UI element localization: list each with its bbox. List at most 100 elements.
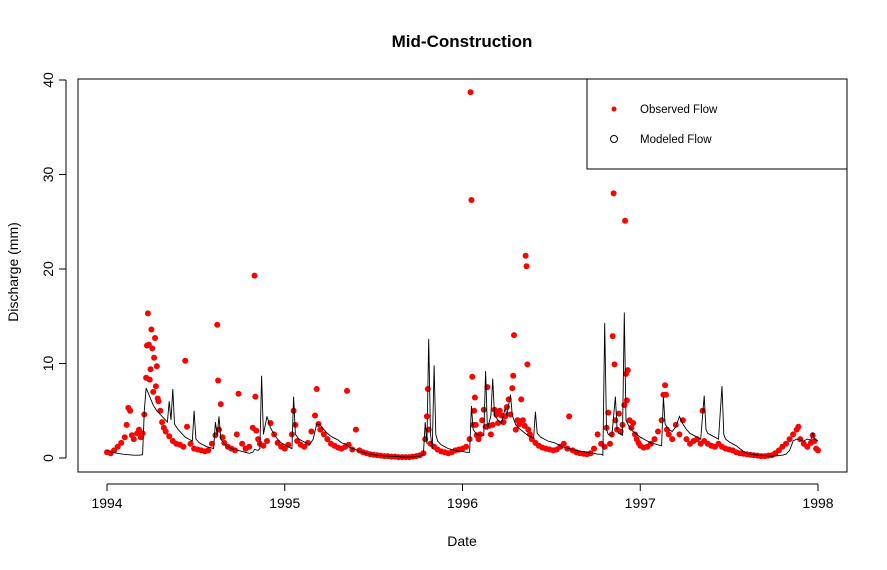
observed-point [345, 441, 352, 448]
observed-point [524, 361, 531, 368]
observed-point [166, 433, 173, 440]
observed-point [288, 431, 295, 438]
observed-point [290, 407, 297, 414]
observed-point [252, 393, 259, 400]
observed-point [564, 445, 571, 452]
legend-observed-marker [611, 106, 617, 112]
y-tick-label: 20 [40, 261, 56, 277]
observed-point [471, 407, 478, 414]
observed-point [294, 438, 301, 444]
observed-point [313, 386, 320, 392]
observed-point [495, 420, 502, 426]
observed-point [352, 426, 359, 433]
observed-point [487, 431, 494, 438]
observed-point [624, 367, 631, 374]
observed-point [114, 443, 121, 450]
y-tick-label: 30 [40, 167, 56, 183]
observed-point [605, 409, 612, 416]
observed-point [662, 382, 669, 389]
plot-area [104, 89, 821, 461]
x-axis: 1994 1995 1996 1997 1998 [91, 483, 834, 511]
observed-point [622, 217, 629, 224]
observed-point [631, 431, 638, 438]
observed-point [469, 373, 476, 380]
observed-point [610, 190, 617, 197]
legend-modeled-marker [610, 135, 618, 143]
observed-point [320, 431, 327, 438]
observed-point [560, 440, 567, 447]
observed-point [516, 421, 523, 427]
x-tick-label: 1995 [269, 495, 300, 511]
y-axis-label: Discharge (mm) [5, 222, 21, 322]
legend-observed-label: Observed Flow [640, 104, 718, 116]
observed-point [611, 361, 618, 368]
observed-point [251, 272, 258, 279]
observed-point [127, 407, 134, 414]
observed-point [162, 428, 169, 435]
observed-point [676, 431, 683, 438]
observed-point [147, 366, 154, 373]
y-tick-label: 40 [40, 72, 56, 88]
observed-point [308, 428, 315, 435]
observed-point [623, 397, 630, 404]
observed-point [246, 443, 253, 450]
observed-point [683, 436, 690, 443]
observed-point [475, 436, 482, 443]
observed-point [152, 335, 158, 341]
observed-point [217, 401, 224, 408]
observed-point [804, 443, 811, 450]
observed-point [235, 390, 242, 397]
observed-point [180, 443, 187, 450]
observed-point [463, 443, 470, 450]
y-tick-label: 0 [40, 454, 56, 462]
observed-point [239, 440, 246, 447]
observed-point [312, 412, 318, 419]
observed-point [139, 430, 146, 437]
observed-point [512, 426, 519, 433]
observed-point [150, 388, 157, 395]
observed-point [795, 423, 802, 430]
observed-point [466, 436, 473, 443]
observed-point [121, 434, 128, 441]
chart-title: Mid-Construction [392, 32, 533, 51]
observed-point [423, 413, 430, 420]
observed-point [522, 252, 529, 259]
observed-point [324, 436, 331, 443]
observed-point [663, 391, 669, 398]
observed-point [628, 424, 635, 431]
observed-point [519, 417, 526, 424]
observed-point [118, 439, 125, 446]
observed-point [480, 406, 487, 413]
observed-point [669, 436, 676, 443]
observed-point [292, 421, 299, 428]
observed-point [159, 419, 166, 426]
observed-point [187, 440, 194, 447]
observed-point [510, 372, 517, 379]
observed-point [467, 89, 474, 96]
x-tick-label: 1996 [447, 495, 478, 511]
modeled-line [106, 312, 819, 458]
observed-point [215, 377, 222, 384]
observed-point [153, 363, 160, 370]
observed-point [146, 376, 153, 383]
observed-point [255, 436, 262, 443]
observed-point [815, 447, 821, 454]
observed-point [609, 333, 616, 340]
observed-point [655, 428, 661, 435]
observed-point [518, 396, 525, 403]
observed-point [344, 387, 350, 394]
observed-point [783, 440, 789, 447]
observed-point [205, 447, 212, 454]
observed-point [155, 398, 162, 405]
observed-point [468, 197, 475, 203]
observed-point [521, 422, 528, 429]
observed-point [472, 421, 479, 428]
y-axis: 0 10 20 30 40 [40, 72, 67, 462]
observed-point [665, 431, 672, 438]
legend-box [586, 78, 848, 170]
observed-point [301, 443, 308, 450]
observed-point [184, 423, 190, 430]
observed-point [566, 413, 573, 420]
observed-point [511, 332, 517, 339]
